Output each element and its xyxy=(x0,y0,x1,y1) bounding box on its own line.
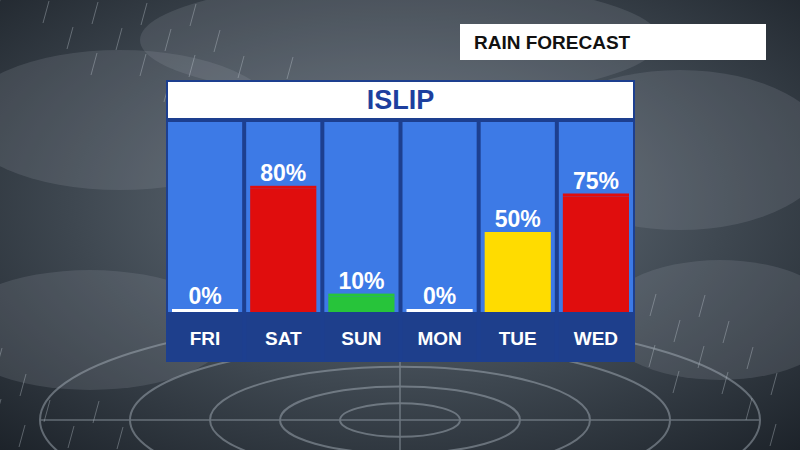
column-bg xyxy=(168,122,242,312)
category-label: SAT xyxy=(265,328,302,349)
rain-streak xyxy=(238,56,244,78)
rain-streak xyxy=(189,55,195,77)
bars xyxy=(172,186,629,312)
column-bg xyxy=(559,122,633,312)
subtitle-box xyxy=(460,24,766,60)
title: ISLIP xyxy=(367,85,435,115)
bar-cap xyxy=(407,309,473,312)
bar-cap xyxy=(250,186,316,189)
category-box xyxy=(481,315,555,360)
rain-streak xyxy=(141,3,147,25)
category-box xyxy=(246,315,320,360)
data-label: 10% xyxy=(338,268,384,294)
bar xyxy=(250,189,316,312)
data-label: 50% xyxy=(495,206,541,232)
subtitle: RAIN FORECAST xyxy=(474,32,631,53)
rain-streak xyxy=(287,57,293,79)
rain-streak xyxy=(673,371,679,393)
rain-streak xyxy=(699,295,705,317)
rain-streak xyxy=(91,53,97,75)
rain-streak xyxy=(650,294,656,316)
data-label: 0% xyxy=(188,283,221,309)
category-label: WED xyxy=(574,328,618,349)
radar-axis xyxy=(40,419,760,421)
data-label: 75% xyxy=(573,168,619,194)
rain-streak xyxy=(67,27,73,49)
chart-root: RAIN FORECAST ISLIP 0% FRI 80% SAT 10% SUN 0% MON… xyxy=(0,0,800,450)
column-bg xyxy=(324,122,398,312)
bar xyxy=(563,197,629,313)
category-box xyxy=(559,315,633,360)
rain-streak xyxy=(190,4,196,26)
rain-streak xyxy=(68,426,74,448)
rain-streak xyxy=(20,374,26,396)
bar xyxy=(328,297,394,312)
category-box xyxy=(168,315,242,360)
data-label: 80% xyxy=(260,160,306,186)
rain-streak xyxy=(723,321,729,343)
bar-cap xyxy=(172,309,238,312)
rain-streak xyxy=(747,347,753,369)
rain-streak xyxy=(0,348,2,370)
rain xyxy=(0,0,777,449)
cloud xyxy=(0,270,230,390)
column-bg xyxy=(481,122,555,312)
category-box xyxy=(324,315,398,360)
panel-frame xyxy=(166,80,635,362)
rain-streak xyxy=(771,373,777,395)
column-bg xyxy=(403,122,477,312)
column-bg xyxy=(246,122,320,312)
rain-streak xyxy=(19,425,25,447)
category-label: SUN xyxy=(341,328,381,349)
rain-streak xyxy=(116,28,122,50)
rain-streak xyxy=(92,2,98,24)
rain-streak xyxy=(746,398,752,420)
category-label: TUE xyxy=(499,328,537,349)
category-label: MON xyxy=(417,328,461,349)
bar-cap xyxy=(485,232,551,235)
columns xyxy=(168,122,633,360)
labels: 0% FRI 80% SAT 10% SUN 0% MON 50% TUE 75% WED xyxy=(188,160,618,349)
rain-streak xyxy=(770,424,776,446)
category-box xyxy=(403,315,477,360)
rain-streak xyxy=(140,54,146,76)
rain-streak xyxy=(674,320,680,342)
rain-streak xyxy=(117,427,123,449)
bar-cap xyxy=(328,294,394,297)
bar-cap xyxy=(563,194,629,197)
rain-streak xyxy=(165,29,171,51)
rain-streak xyxy=(43,1,49,23)
category-label: FRI xyxy=(190,328,221,349)
data-label: 0% xyxy=(423,283,456,309)
bar xyxy=(485,235,551,312)
title-box xyxy=(168,82,633,118)
rain-streak xyxy=(0,399,1,421)
rain-streak xyxy=(214,30,220,52)
